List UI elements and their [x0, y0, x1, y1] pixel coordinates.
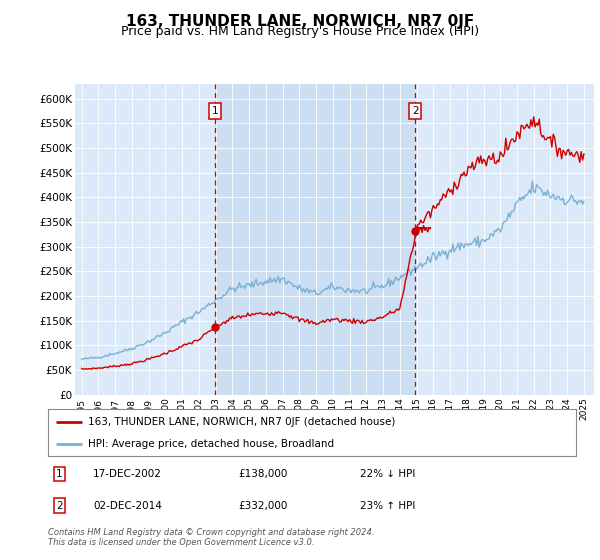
Text: £332,000: £332,000: [238, 501, 287, 511]
Text: 163, THUNDER LANE, NORWICH, NR7 0JF: 163, THUNDER LANE, NORWICH, NR7 0JF: [126, 14, 474, 29]
Text: 1: 1: [56, 469, 62, 479]
Text: HPI: Average price, detached house, Broadland: HPI: Average price, detached house, Broa…: [88, 438, 334, 449]
Text: 1: 1: [212, 106, 218, 116]
Text: 22% ↓ HPI: 22% ↓ HPI: [359, 469, 415, 479]
Bar: [215, 84, 415, 395]
Text: 2: 2: [56, 501, 62, 511]
Text: £138,000: £138,000: [238, 469, 287, 479]
Text: 17-DEC-2002: 17-DEC-2002: [93, 469, 162, 479]
Text: 163, THUNDER LANE, NORWICH, NR7 0JF (detached house): 163, THUNDER LANE, NORWICH, NR7 0JF (det…: [88, 417, 395, 427]
Text: 2: 2: [412, 106, 418, 116]
Text: Contains HM Land Registry data © Crown copyright and database right 2024.
This d: Contains HM Land Registry data © Crown c…: [48, 528, 374, 547]
Text: Price paid vs. HM Land Registry's House Price Index (HPI): Price paid vs. HM Land Registry's House …: [121, 25, 479, 38]
Text: 02-DEC-2014: 02-DEC-2014: [93, 501, 162, 511]
Text: 23% ↑ HPI: 23% ↑ HPI: [359, 501, 415, 511]
